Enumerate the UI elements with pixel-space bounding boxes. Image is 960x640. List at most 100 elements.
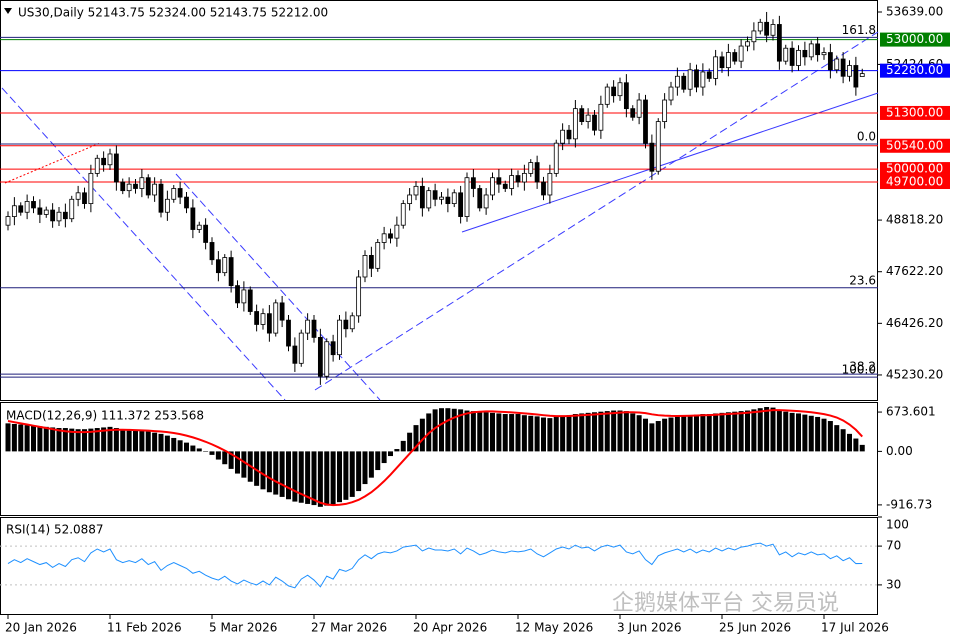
candle-body (107, 153, 113, 166)
macd-bar (330, 451, 336, 506)
macd-bar (254, 451, 260, 486)
macd-bar (502, 414, 508, 452)
macd-bar (592, 412, 597, 452)
macd-bar (24, 425, 30, 452)
candle-body (356, 276, 362, 317)
macd-bar (235, 451, 240, 474)
candle-body (381, 233, 387, 243)
macd-bar (126, 429, 132, 452)
macd-bar (164, 435, 170, 452)
menu-triangle (4, 8, 12, 14)
candle-body (298, 332, 304, 364)
candle-body (126, 183, 132, 192)
y-tick-label: 47622.20 (886, 264, 943, 278)
candle-body (674, 75, 680, 88)
rsi-tick-label: 100 (886, 518, 909, 532)
candles (5, 11, 865, 385)
macd-bar (477, 411, 483, 452)
candle-body (598, 103, 604, 131)
candle-body (585, 114, 591, 122)
candle-body (330, 341, 336, 356)
macd-bar (381, 451, 387, 464)
macd-bar (598, 411, 604, 452)
macd-bar (585, 412, 591, 452)
macd-bar (120, 429, 126, 452)
candle-body (534, 162, 540, 183)
macd-bar (413, 425, 419, 452)
macd-bar (343, 451, 349, 500)
candle-body (196, 224, 202, 230)
candle-body (375, 242, 381, 269)
candle-body (94, 157, 100, 174)
macd-bar (451, 408, 457, 452)
macd-bar (5, 423, 11, 452)
price-level-label: 51300.00 (886, 105, 943, 119)
macd-bar (388, 451, 393, 457)
macd-bar (317, 451, 323, 507)
candle-body (821, 52, 827, 56)
price-level-box (880, 138, 950, 153)
candle-body (547, 172, 553, 196)
candle-body (668, 86, 674, 101)
macd-bar (757, 408, 763, 452)
macd-bar (668, 417, 674, 452)
macd-bar (266, 451, 272, 493)
candle-body (292, 345, 298, 364)
macd-bar (700, 414, 706, 452)
candle-body (847, 65, 852, 77)
candle-body (152, 183, 158, 196)
candle-body (834, 58, 840, 71)
candle-body (623, 82, 629, 110)
macd-bar (789, 412, 795, 452)
candle-body (62, 211, 68, 220)
macd-bar (113, 428, 119, 452)
macd-bar (847, 433, 852, 452)
chart-title: US30,Daily 52143.75 52324.00 52143.75 52… (18, 6, 328, 20)
macd-bar (11, 423, 17, 452)
candle-body (439, 196, 444, 200)
macd-bar (298, 451, 304, 503)
candle-body (611, 86, 617, 97)
macd-bar (177, 440, 183, 452)
macd-bar (674, 416, 680, 452)
macd-bar (349, 451, 355, 497)
price-level-label: 50540.00 (886, 138, 943, 152)
candle-body (662, 99, 668, 122)
macd-bar (305, 451, 311, 504)
candle-body (228, 257, 234, 287)
candle-body (171, 188, 177, 200)
macd-bar (738, 411, 744, 452)
candle-body (815, 43, 821, 56)
candle-body (432, 190, 438, 200)
candle-body (655, 121, 661, 172)
macd-bar (260, 451, 266, 490)
candle-body (694, 69, 699, 88)
candle-body (732, 52, 738, 62)
macd-title: MACD(12,26,9) 111.372 253.568 (6, 409, 204, 423)
candle-body (413, 185, 419, 196)
candle-body (343, 319, 349, 330)
candle-body (745, 41, 750, 47)
macd-bar (209, 451, 215, 455)
candle-body (279, 302, 285, 321)
macd-bar (470, 411, 476, 452)
candle-body (840, 58, 846, 77)
candle-body (158, 183, 164, 213)
macd-bar (184, 442, 189, 452)
macd-bar (50, 427, 56, 452)
x-tick-label: 25 Jun 2026 (719, 621, 791, 635)
macd-bar (547, 418, 553, 452)
candle-body (362, 255, 368, 278)
price-level-label: 52280.00 (886, 63, 943, 77)
macd-bar (145, 431, 151, 452)
candle-body (643, 99, 648, 144)
macd-bar (171, 437, 177, 452)
candle-body (579, 108, 585, 122)
macd-bar (694, 414, 699, 452)
macd-bar (662, 418, 668, 452)
rsi-title: RSI(14) 52.0887 (6, 523, 104, 537)
candle-body (649, 142, 655, 172)
x-tick-label: 17 Jul 2026 (821, 621, 889, 635)
macd-bar (222, 451, 228, 465)
